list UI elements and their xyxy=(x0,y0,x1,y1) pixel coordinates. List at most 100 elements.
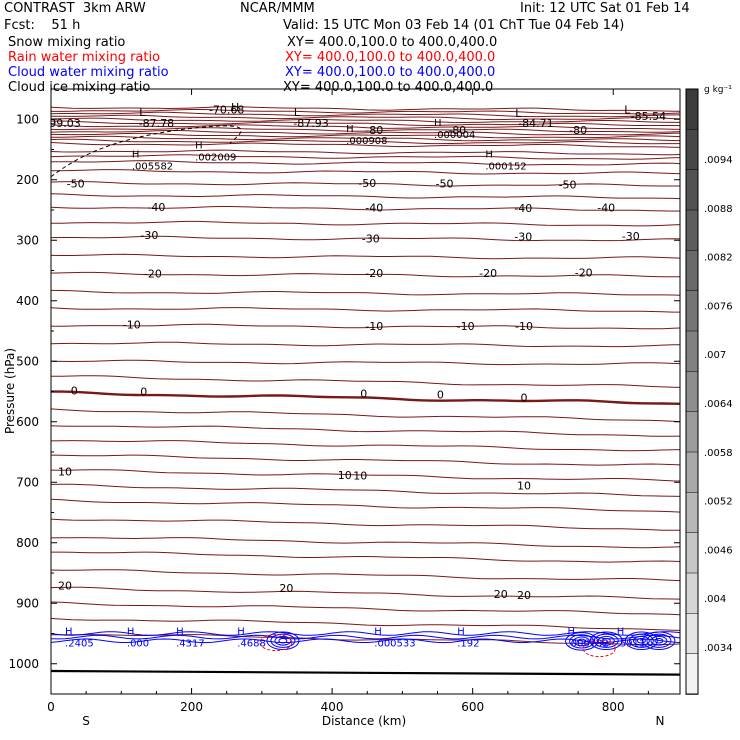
extremum-marker: H xyxy=(457,626,465,637)
isotherm-line xyxy=(51,425,680,437)
isotherm-line xyxy=(51,154,680,160)
extremum-marker: H xyxy=(346,124,354,135)
temperature-label: 20 xyxy=(279,582,293,595)
colorbar-label: .0094 xyxy=(704,155,733,166)
colorbar-label: .004 xyxy=(704,594,726,605)
isotherm-line xyxy=(51,323,680,330)
temperature-label: 0 xyxy=(520,392,527,405)
isotherm-line xyxy=(51,408,680,423)
low-marker: L xyxy=(624,104,631,117)
temperature-label: -10 xyxy=(123,318,141,331)
colorbar-swatch xyxy=(685,169,699,211)
init-label: Init: 12 UTC Sat 01 Feb 14 xyxy=(520,1,690,16)
extremum-value: .192 xyxy=(457,638,479,649)
cloud-water-contour xyxy=(51,631,680,636)
temperature-label: -80 xyxy=(569,124,587,137)
extremum-marker: H xyxy=(237,626,245,637)
x-axis-label: Distance (km) xyxy=(322,714,406,728)
y-tick-label: 500 xyxy=(16,354,39,368)
colorbar-label: .0082 xyxy=(704,253,733,264)
colorbar-label: .0076 xyxy=(704,301,733,312)
isotherm-line xyxy=(51,289,680,296)
temperature-label: -85.54 xyxy=(631,110,666,123)
colorbar-label: .007 xyxy=(704,350,726,361)
temperature-label: -50 xyxy=(358,177,376,190)
isotherm-line xyxy=(51,390,680,406)
temperature-label: 10 xyxy=(517,479,531,492)
isotherm-line xyxy=(51,537,680,549)
temperature-label: -30 xyxy=(140,229,158,242)
colorbar-label: .0046 xyxy=(704,545,733,556)
temperature-label: 20 xyxy=(494,588,508,601)
colorbar-swatch xyxy=(685,532,699,574)
extremum-marker: H xyxy=(65,626,73,637)
colorbar-swatch xyxy=(685,492,699,534)
isotherm-line xyxy=(51,359,680,366)
y-tick-label: 900 xyxy=(16,596,39,610)
low-marker: L xyxy=(139,106,146,119)
field-cloud-water-xy: XY= 400.0,100.0 to 400.0,400.0 xyxy=(285,65,496,80)
valid-label: Valid: 15 UTC Mon 03 Feb 14 (01 ChT Tue … xyxy=(283,18,625,33)
isotherm-line xyxy=(51,341,680,348)
low-marker: L xyxy=(294,106,301,119)
colorbar-unit: g kg⁻¹ xyxy=(704,85,732,95)
temperature-label: -20 xyxy=(144,268,162,281)
isotherm-line xyxy=(51,518,680,531)
colorbar-swatch xyxy=(685,209,699,252)
isotherm-line xyxy=(51,169,680,175)
temperature-label: -70.68 xyxy=(209,104,244,117)
colorbar-swatch xyxy=(685,451,699,494)
isotherm-line xyxy=(51,569,680,582)
colorbar-swatch xyxy=(685,330,699,373)
temperature-label: -50 xyxy=(436,177,454,190)
isotherm-line xyxy=(51,601,680,616)
isotherm-line xyxy=(51,149,680,156)
y-tick-label: 300 xyxy=(16,233,39,247)
extremum-marker: H xyxy=(132,150,140,161)
high-marker: H xyxy=(231,101,239,114)
extremum-marker: H xyxy=(195,141,203,152)
temperature-label: -30 xyxy=(622,230,640,243)
isotherm-line xyxy=(51,235,680,242)
temperature-label: -10 xyxy=(365,320,383,333)
field-cloud-ice-xy: XY= 400.0,100.0 to 400.0,400.0 xyxy=(283,80,494,95)
field-rain-name: Rain water mixing ratio xyxy=(8,50,161,65)
isotherm-line xyxy=(51,130,680,136)
snow-contour xyxy=(51,125,242,178)
x-tick-label: 800 xyxy=(602,700,625,714)
colorbar-swatch xyxy=(685,411,699,453)
isotherm-line xyxy=(51,454,680,466)
extremum-value: .2405 xyxy=(65,638,94,649)
extremum-value: .000004 xyxy=(434,130,475,141)
colorbar-swatch xyxy=(685,653,699,695)
model-label: CONTRAST 3km ARW xyxy=(4,1,146,16)
cloud-water-cell xyxy=(628,633,654,648)
cloud-water-cell xyxy=(573,636,591,647)
cloud-water-cell xyxy=(624,631,658,651)
colorbar-swatch xyxy=(685,88,699,131)
temperature-label: -10 xyxy=(515,320,533,333)
extremum-value: .5911 xyxy=(617,638,646,649)
extremum-marker: H xyxy=(434,118,442,129)
temperature-label: -40 xyxy=(597,202,615,215)
isotherm-line xyxy=(51,160,680,166)
cloud-water-cell xyxy=(270,633,296,648)
colorbar-label: .0064 xyxy=(704,399,733,410)
isotherm-line xyxy=(51,617,680,631)
temperature-label: -40 xyxy=(147,201,165,214)
cloud-water-cell xyxy=(636,638,646,644)
temperature-label: -80 xyxy=(365,124,383,137)
temperature-label: -50 xyxy=(67,177,85,190)
field-snow-name: Snow mixing ratio xyxy=(8,35,126,50)
colorbar-label: .0058 xyxy=(704,448,733,459)
cloud-water-cell xyxy=(632,635,650,646)
cloud-water-cell xyxy=(646,633,672,648)
temperature-label: 10 xyxy=(353,470,367,483)
isotherm-line xyxy=(51,586,680,600)
isotherm-line xyxy=(51,142,680,148)
rain-contour xyxy=(259,634,293,652)
field-snow-xy: XY= 400.0,100.0 to 400.0,400.0 xyxy=(287,35,498,50)
cloud-water-cell xyxy=(654,638,664,644)
temperature-label: 20 xyxy=(517,589,531,602)
y-axis-label: Pressure (hPa) xyxy=(3,348,17,434)
